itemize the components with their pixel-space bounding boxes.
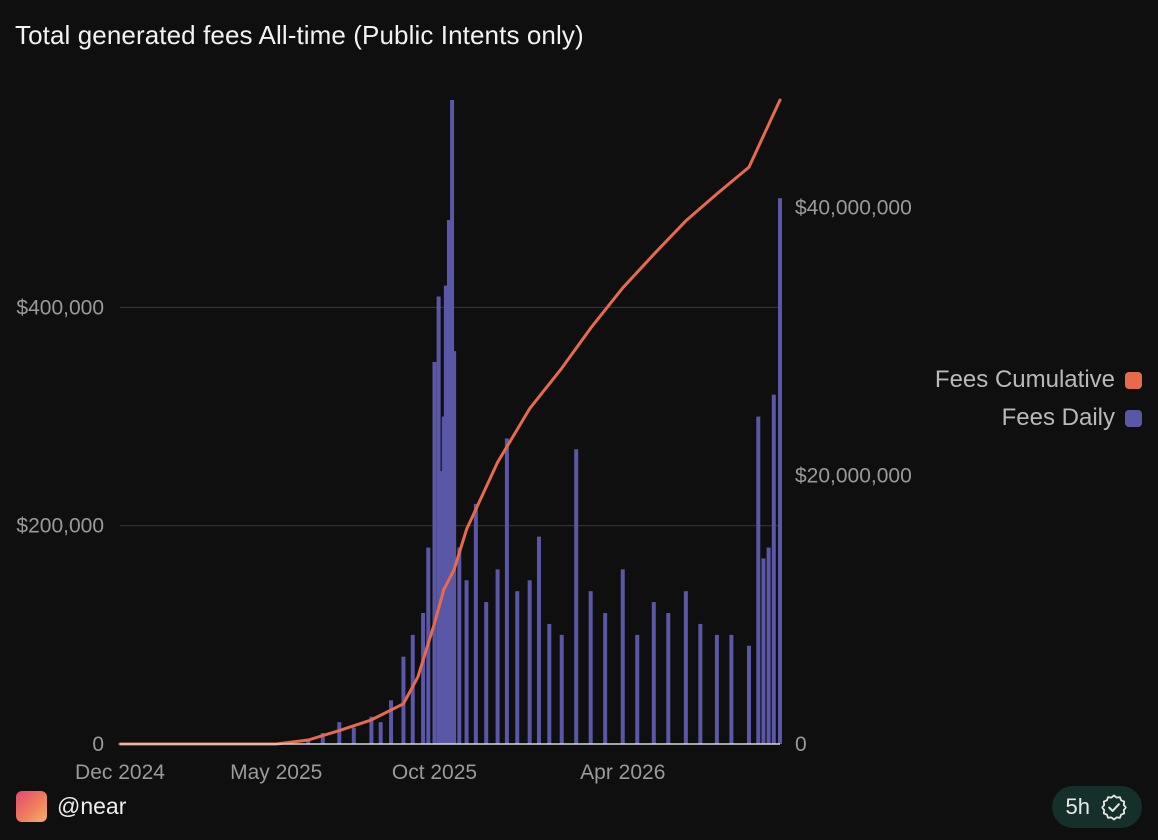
avatar[interactable] (16, 791, 47, 822)
x-tick-label: Oct 2025 (392, 761, 477, 784)
fees-daily-bar[interactable] (683, 591, 688, 744)
legend-label-fees-cumulative: Fees Cumulative (934, 366, 1115, 393)
fees-daily-bar[interactable] (450, 100, 455, 744)
fees-daily-bar[interactable] (559, 634, 564, 744)
legend-item-fees-cumulative[interactable]: Fees Cumulative (935, 366, 1142, 394)
freshness-badge[interactable]: 5h (1051, 786, 1142, 828)
author-attribution[interactable]: @near (16, 791, 126, 822)
fees-daily-bar[interactable] (351, 727, 356, 744)
fees-daily-bar[interactable] (378, 722, 383, 744)
fees-daily-bar[interactable] (714, 634, 719, 744)
fees-daily-bar[interactable] (574, 449, 579, 744)
fees-daily-bar[interactable] (369, 716, 374, 744)
fees-cumulative-line[interactable] (118, 98, 782, 746)
y-right-tick-label: $20,000,000 (795, 465, 912, 488)
fees-daily-bar[interactable] (464, 580, 469, 744)
y-left-tick-label: $200,000 (16, 515, 104, 538)
fees-daily-bar[interactable] (698, 623, 703, 744)
fees-daily-bar[interactable] (457, 547, 462, 744)
fees-daily-bar[interactable] (588, 591, 593, 744)
y-right-tick-label: 0 (795, 733, 807, 756)
legend-swatch-fees-daily (1125, 409, 1142, 427)
fees-daily-bar[interactable] (436, 296, 441, 744)
fees-daily-bar[interactable] (337, 722, 342, 744)
author-handle[interactable]: @near (57, 793, 127, 819)
fees-daily-bar[interactable] (504, 438, 509, 744)
fees-daily-bar[interactable] (473, 503, 478, 744)
fees-daily-bar[interactable] (452, 351, 457, 744)
fees-daily-bar[interactable] (439, 471, 444, 744)
fees-daily-bar[interactable] (495, 569, 500, 744)
fees-daily-bar[interactable] (547, 623, 552, 744)
freshness-age: 5h (1065, 794, 1090, 819)
fees-cumulative-line-group (118, 98, 782, 746)
fees-daily-bar[interactable] (446, 220, 451, 744)
legend-label-fees-daily: Fees Daily (1001, 404, 1115, 431)
fees-daily-bar[interactable] (527, 580, 532, 744)
axes: 0 $200,000 $400,000 0 $20,000,000 $40,000,000… (16, 196, 911, 784)
legend-swatch-fees-cumulative (1125, 371, 1142, 389)
fees-daily-bar[interactable] (620, 569, 625, 744)
x-tick-label: Dec 2024 (75, 761, 165, 784)
fees-daily-bar[interactable] (666, 613, 671, 744)
fees-daily-bar[interactable] (320, 733, 325, 744)
fees-daily-bar[interactable] (729, 634, 734, 744)
fees-daily-bar[interactable] (746, 645, 751, 744)
x-tick-label: Apr 2026 (580, 761, 665, 784)
fees-daily-bar[interactable] (536, 536, 541, 744)
fees-daily-bar[interactable] (441, 416, 446, 744)
verified-check-icon (1101, 794, 1127, 821)
y-left-tick-label: 0 (92, 733, 104, 756)
fees-daily-bar[interactable] (515, 591, 520, 744)
fees-daily-bar[interactable] (401, 656, 406, 744)
y-right-tick-label: $40,000,000 (795, 196, 912, 219)
fees-daily-bar[interactable] (766, 547, 771, 744)
fees-daily-bar[interactable] (778, 198, 782, 744)
fees-daily-bar[interactable] (389, 700, 394, 744)
fees-daily-bar[interactable] (756, 416, 761, 744)
fees-daily-bar[interactable] (421, 613, 426, 744)
fees-daily-bars (288, 100, 782, 744)
fees-daily-bar[interactable] (651, 602, 656, 744)
x-tick-label: May 2025 (230, 761, 322, 784)
fees-daily-bar[interactable] (432, 361, 437, 744)
fees-daily-bar[interactable] (603, 613, 608, 744)
fees-daily-bar[interactable] (443, 285, 448, 744)
chart-legend: Fees Cumulative Fees Daily (935, 366, 1142, 432)
legend-item-fees-daily[interactable]: Fees Daily (1002, 404, 1142, 432)
fees-daily-bar[interactable] (771, 394, 776, 744)
fees-daily-bar[interactable] (484, 602, 489, 744)
fees-daily-bar[interactable] (761, 558, 766, 744)
chart-title: Total generated fees All-time (Public In… (15, 20, 584, 50)
y-left-tick-label: $400,000 (16, 296, 104, 319)
fees-daily-bar[interactable] (635, 634, 640, 744)
